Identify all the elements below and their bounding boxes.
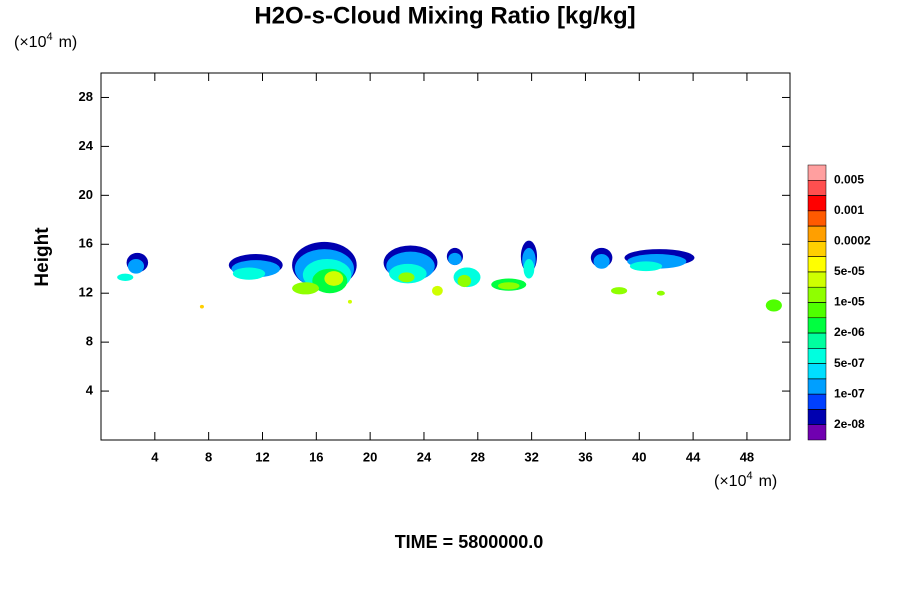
unit-exponent: 4 bbox=[746, 470, 752, 482]
colorbar-swatch bbox=[807, 256, 827, 273]
cloud-region bbox=[324, 271, 344, 286]
colorbar-swatch bbox=[807, 317, 827, 334]
y-tick-label: 12 bbox=[79, 285, 93, 300]
x-tick-label: 24 bbox=[417, 449, 432, 464]
cloud-region bbox=[347, 299, 352, 304]
y-tick-label: 16 bbox=[79, 236, 93, 251]
unit-base: (×10 bbox=[14, 34, 47, 51]
unit-base: (×10 bbox=[714, 473, 747, 490]
chart-title: H2O-s-Cloud Mixing Ratio [kg/kg] bbox=[254, 2, 635, 29]
x-tick-label: 32 bbox=[524, 449, 538, 464]
unit-suffix: m) bbox=[759, 473, 778, 490]
colorbar-swatch bbox=[807, 271, 827, 288]
colorbar-label: 1e-07 bbox=[834, 386, 865, 400]
x-tick-label: 20 bbox=[363, 449, 377, 464]
cloud-region bbox=[432, 285, 443, 296]
colorbar-swatch bbox=[807, 393, 827, 410]
cloud-region bbox=[199, 304, 204, 309]
colorbar-swatch bbox=[807, 241, 827, 257]
y-tick-label: 4 bbox=[86, 383, 94, 398]
colorbar-swatch bbox=[807, 180, 827, 196]
colorbar-label: 2e-08 bbox=[834, 417, 865, 431]
colorbar-swatch bbox=[807, 378, 827, 395]
x-tick-label: 40 bbox=[632, 449, 646, 464]
cloud-region bbox=[448, 252, 462, 266]
x-tick-label: 4 bbox=[151, 449, 159, 464]
axis-unit: (×104 m) bbox=[714, 470, 777, 490]
x-tick-label: 48 bbox=[740, 449, 754, 464]
cloud-region bbox=[656, 290, 665, 296]
colorbar-swatch bbox=[807, 210, 827, 227]
y-tick-label: 24 bbox=[79, 138, 94, 153]
cloud-region bbox=[292, 282, 320, 295]
colorbar-label: 0.0002 bbox=[834, 234, 871, 248]
cloud-region bbox=[117, 273, 134, 281]
plot-frame bbox=[100, 72, 791, 441]
cloud-region bbox=[497, 282, 520, 290]
colorbar-swatch bbox=[807, 424, 827, 441]
cloud-region bbox=[629, 261, 663, 272]
x-tick-label: 12 bbox=[255, 449, 269, 464]
colorbar-label: 2e-06 bbox=[834, 325, 865, 339]
colorbar-swatch bbox=[807, 286, 827, 303]
y-tick-label: 8 bbox=[86, 334, 93, 349]
x-tick-label: 16 bbox=[309, 449, 323, 464]
colorbar-swatch bbox=[807, 302, 827, 319]
colorbar-swatch bbox=[807, 348, 827, 364]
y-tick-label: 28 bbox=[79, 89, 93, 104]
colorbar-label: 0.001 bbox=[834, 203, 864, 217]
colorbar-swatch bbox=[807, 164, 827, 181]
axis-unit: (×104 m) bbox=[14, 31, 77, 51]
colorbar-label: 1e-05 bbox=[834, 295, 865, 309]
cloud-region bbox=[457, 274, 472, 288]
cloud-region bbox=[398, 272, 415, 283]
colorbar-swatch bbox=[807, 363, 827, 380]
x-tick-label: 28 bbox=[471, 449, 485, 464]
x-tick-label: 36 bbox=[578, 449, 592, 464]
unit-suffix: m) bbox=[59, 34, 78, 51]
x-tick-label: 8 bbox=[205, 449, 212, 464]
y-axis-label: Height bbox=[32, 227, 53, 287]
colorbar-label: 0.005 bbox=[834, 172, 864, 186]
colorbar-swatch bbox=[807, 409, 827, 425]
colorbar-swatch bbox=[807, 195, 827, 212]
cloud-region bbox=[593, 254, 610, 269]
colorbar-label: 5e-07 bbox=[834, 356, 865, 370]
cloud-region bbox=[765, 299, 782, 312]
x-tick-label: 44 bbox=[686, 449, 701, 464]
y-tick-label: 20 bbox=[79, 187, 93, 202]
cloud-region bbox=[232, 267, 266, 280]
unit-exponent: 4 bbox=[46, 31, 52, 43]
colorbar-swatch bbox=[807, 225, 827, 242]
cloud-region bbox=[127, 258, 145, 274]
cloud-field bbox=[117, 240, 782, 312]
colorbar-swatch bbox=[807, 332, 827, 349]
colorbar-label: 5e-05 bbox=[834, 264, 865, 278]
footer: TIME = 5800000.0 bbox=[395, 532, 544, 552]
cloud-region bbox=[523, 258, 535, 279]
cloud-region bbox=[611, 287, 628, 295]
